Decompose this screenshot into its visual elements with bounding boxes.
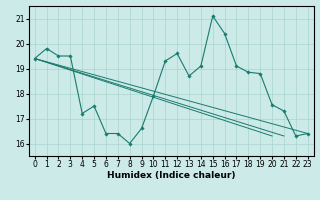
- X-axis label: Humidex (Indice chaleur): Humidex (Indice chaleur): [107, 171, 236, 180]
